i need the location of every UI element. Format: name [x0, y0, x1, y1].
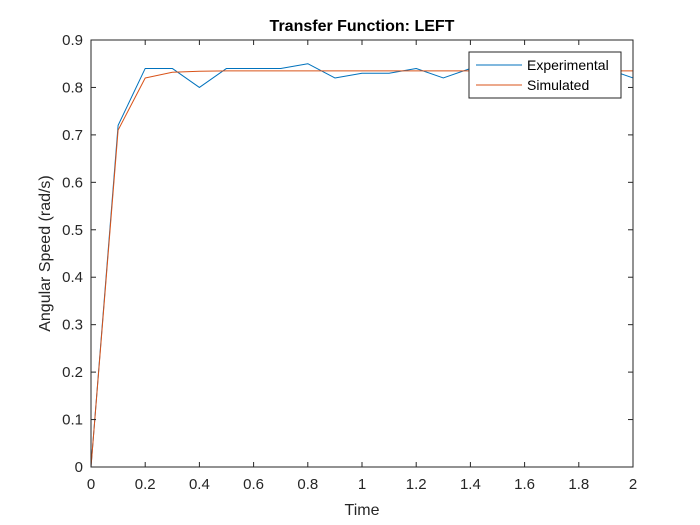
x-tick-label: 0.4 — [189, 476, 210, 493]
y-tick-label: 0.7 — [62, 127, 83, 144]
x-tick-label: 1.4 — [460, 476, 481, 493]
y-tick-label: 0 — [75, 459, 83, 476]
x-tick-label: 0.2 — [135, 476, 156, 493]
x-axis-title: Time — [345, 502, 380, 519]
ticks-layer: 0 0.2 0.4 0.6 0.8 1 1.2 1.4 1.6 1.8 2 0 0.1 0.2 0.3 0.4… — [62, 32, 637, 493]
y-tick-label: 0.2 — [62, 364, 83, 381]
y-tick-label: 0.3 — [62, 317, 83, 334]
x-tick-label: 0.6 — [243, 476, 264, 493]
plot-area — [91, 40, 633, 467]
x-tick-label: 0 — [87, 476, 95, 493]
y-tick-label: 0.8 — [62, 79, 83, 96]
x-tick-label: 2 — [629, 476, 637, 493]
x-tick-label: 1.2 — [406, 476, 427, 493]
x-tick-label: 1.6 — [514, 476, 535, 493]
chart-title: Transfer Function: LEFT — [270, 18, 455, 35]
y-tick-label: 0.6 — [62, 174, 83, 191]
y-axis-title: Angular Speed (rad/s) — [37, 175, 54, 332]
legend-label-experimental: Experimental — [527, 57, 609, 73]
y-tick-label: 0.1 — [62, 412, 83, 429]
y-tick-label: 0.4 — [62, 269, 83, 286]
y-tick-label: 0.5 — [62, 222, 83, 239]
legend-label-simulated: Simulated — [527, 77, 589, 93]
legend-box — [468, 51, 622, 99]
x-tick-label: 1 — [358, 476, 366, 493]
y-tick-label: 0.9 — [62, 32, 83, 49]
x-tick-label: 1.8 — [568, 476, 589, 493]
x-tick-label: 0.8 — [297, 476, 318, 493]
legend: Experimental Simulated — [468, 51, 622, 99]
